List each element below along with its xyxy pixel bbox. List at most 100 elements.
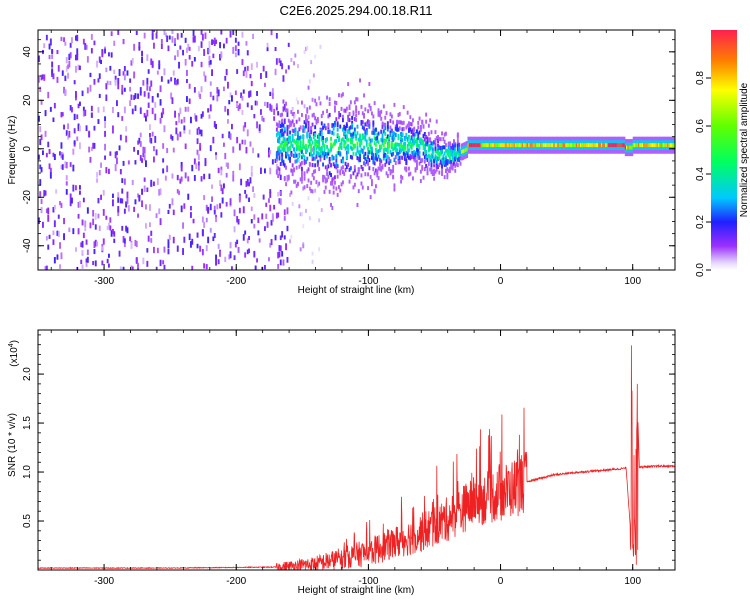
heatmap-cell (322, 178, 324, 183)
heatmap-cell (167, 239, 170, 244)
heatmap-cell (345, 124, 348, 128)
heatmap-cell (244, 139, 247, 145)
snr-y-multiplier: (x104) (8, 340, 20, 367)
heatmap-cell (347, 144, 350, 149)
heatmap-cell (330, 147, 332, 152)
heatmap-cell (376, 133, 379, 137)
heatmap-cell (117, 112, 120, 118)
heatmap-cell (133, 71, 136, 79)
heatmap-cell (117, 196, 120, 203)
heatmap-cell (369, 145, 372, 150)
heatmap-cell (416, 163, 418, 168)
heatmap-cell (282, 75, 285, 82)
x-tick-label: -100 (358, 576, 378, 587)
heatmap-cell (525, 143, 528, 148)
y-tick-label: 2.0 (22, 367, 33, 381)
heatmap-cell (283, 126, 286, 131)
heatmap-cell (390, 152, 393, 157)
heatmap-cell (419, 125, 422, 130)
heatmap-cell (106, 225, 109, 230)
heatmap-cell (307, 139, 310, 144)
heatmap-cell (323, 153, 326, 158)
heatmap-cell (219, 203, 221, 209)
heatmap-cell (331, 206, 334, 210)
heatmap-cell (344, 108, 347, 113)
heatmap-cell (149, 222, 151, 228)
heatmap-cell (197, 129, 200, 136)
heatmap-cell (638, 143, 640, 148)
heatmap-cell (236, 239, 239, 245)
heatmap-cell (166, 148, 169, 154)
heatmap-cell (652, 143, 655, 148)
heatmap-cell (458, 142, 461, 147)
heatmap-cell (85, 262, 88, 267)
heatmap-cell (585, 143, 587, 148)
heatmap-cell (69, 52, 72, 59)
heatmap-cell (435, 149, 438, 154)
heatmap-cell (499, 143, 502, 148)
heatmap-cell (253, 193, 256, 198)
heatmap-cell (39, 179, 42, 186)
heatmap-cell (197, 161, 200, 166)
heatmap-cell (615, 143, 618, 148)
heatmap-cell (575, 143, 578, 148)
heatmap-cell (425, 156, 428, 161)
heatmap-cell (38, 55, 40, 62)
heatmap-cell (171, 97, 174, 104)
heatmap-cell (418, 161, 421, 166)
heatmap-cell (316, 151, 319, 156)
heatmap-cell (234, 52, 237, 58)
heatmap-cell (425, 112, 428, 117)
heatmap-cell (155, 213, 158, 219)
heatmap-cell (180, 32, 183, 38)
heatmap-cell (65, 65, 68, 72)
heatmap-cell (603, 143, 606, 148)
heatmap-cell (43, 74, 46, 80)
heatmap-cell (182, 49, 184, 56)
heatmap-cell (396, 124, 398, 129)
heatmap-cell (413, 132, 416, 137)
heatmap-cell (40, 134, 43, 141)
heatmap-cell (229, 242, 232, 249)
heatmap-cell (331, 124, 334, 128)
heatmap-cell (190, 241, 192, 248)
heatmap-cell (382, 104, 385, 109)
heatmap-cell (651, 143, 654, 148)
heatmap-cell (441, 131, 443, 136)
heatmap-cell (100, 194, 102, 200)
heatmap-cell (225, 162, 228, 167)
heatmap-cell (118, 250, 121, 257)
heatmap-cell (275, 122, 278, 127)
heatmap-cell (367, 119, 369, 124)
heatmap-cell (164, 32, 167, 37)
heatmap-cell (368, 150, 371, 155)
heatmap-cell (59, 264, 61, 269)
heatmap-cell (388, 135, 391, 140)
heatmap-cell (48, 55, 51, 60)
heatmap-cell (211, 196, 213, 202)
heatmap-cell (97, 78, 100, 83)
heatmap-cell (281, 112, 284, 117)
heatmap-cell (620, 143, 623, 148)
heatmap-cell (427, 144, 430, 149)
heatmap-cell (360, 120, 363, 124)
heatmap-cell (308, 105, 311, 110)
heatmap-cell (437, 156, 439, 161)
heatmap-cell (291, 135, 294, 140)
heatmap-cell (256, 258, 258, 263)
heatmap-cell (320, 121, 323, 126)
heatmap-cell (549, 143, 552, 148)
heatmap-cell (225, 69, 228, 76)
heatmap-cell (106, 80, 109, 85)
heatmap-cell (398, 120, 401, 125)
heatmap-cell (430, 163, 433, 167)
heatmap-cell (164, 175, 167, 181)
heatmap-cell (456, 147, 459, 152)
heatmap-cell (631, 145, 634, 150)
heatmap-cell (377, 140, 380, 145)
heatmap-cell (335, 186, 338, 191)
heatmap-cell (416, 137, 418, 142)
heatmap-cell (241, 31, 244, 38)
heatmap-cell (277, 131, 280, 136)
heatmap-cell (278, 167, 281, 172)
